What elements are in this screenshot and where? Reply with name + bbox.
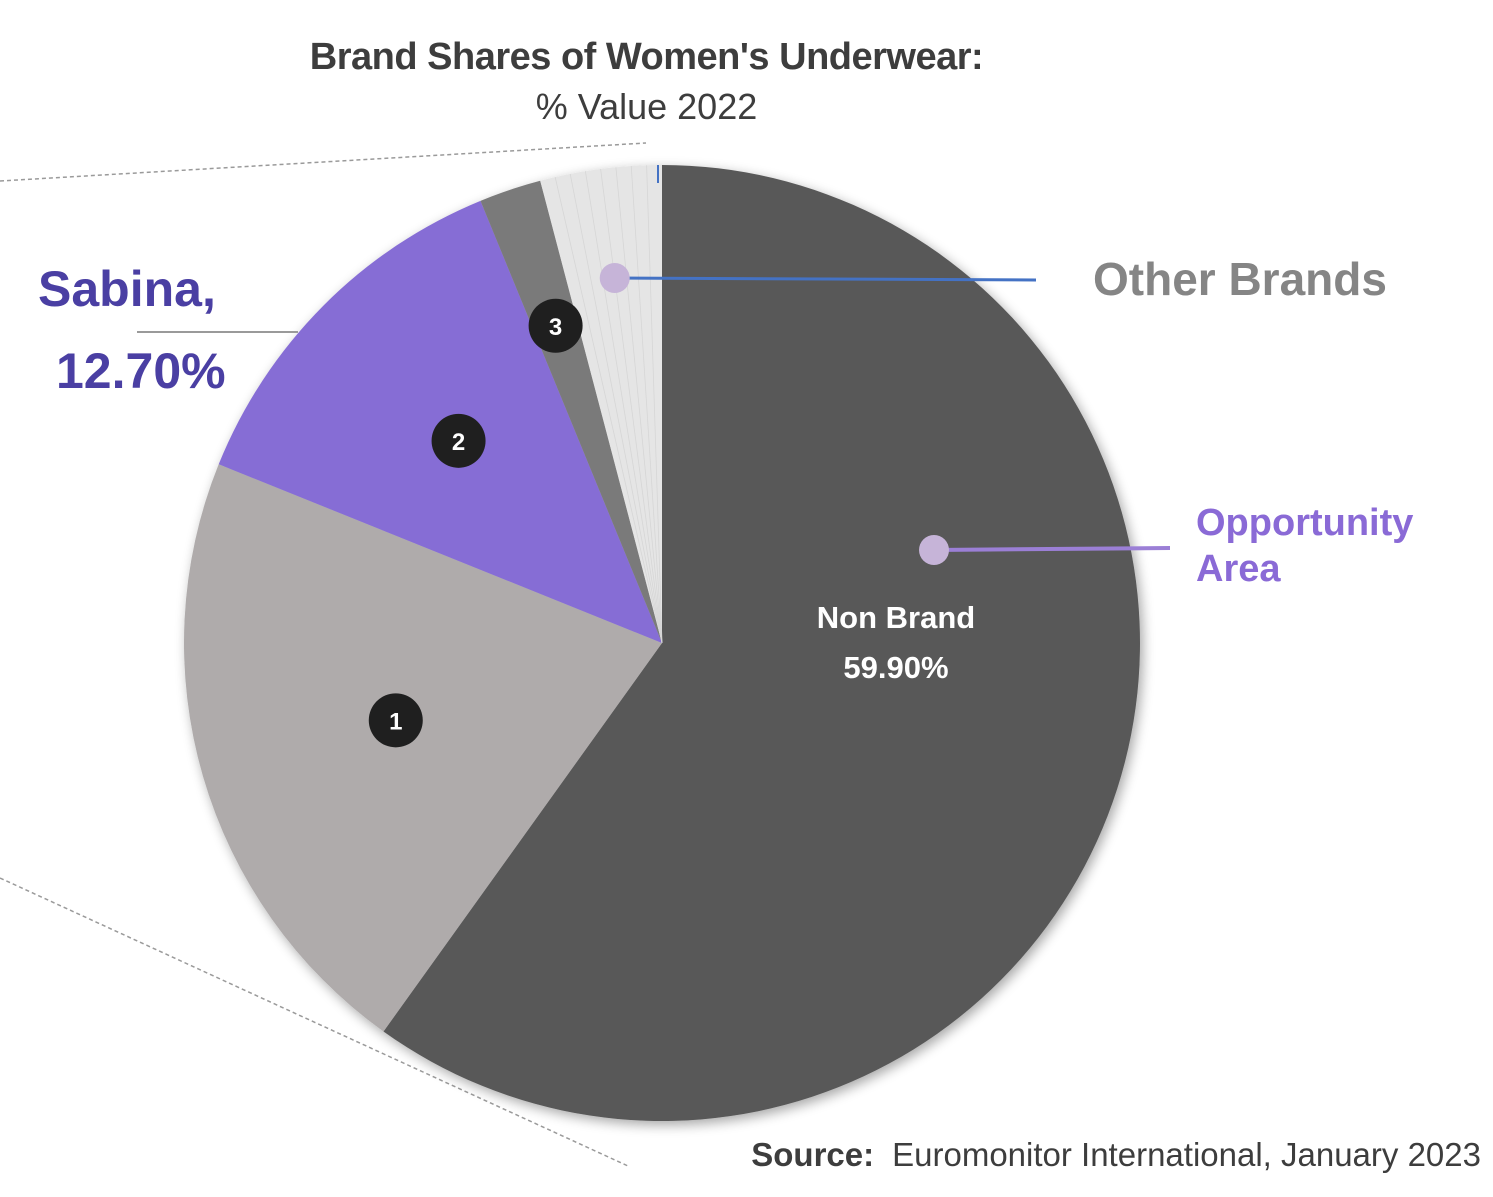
badge-label-1: 1: [389, 708, 402, 735]
zoom-guide-bottom: [0, 877, 629, 1167]
badge-1: [368, 693, 423, 748]
badge-label-2: 2: [452, 429, 465, 456]
nonbrand-name-label: Non Brand: [816, 600, 976, 635]
badge-2: [431, 413, 486, 468]
other-brands-stripe: [569, 173, 663, 644]
other-brands-stripe: [584, 171, 663, 644]
sabina-value-label: 12.70%: [56, 343, 226, 399]
other-brands-leader-line: [614, 276, 1037, 282]
source-note: Source: Euromonitor International, Januar…: [751, 1136, 1481, 1174]
badge-3: [528, 298, 583, 353]
other-brands-stripe: [630, 165, 663, 644]
pie-slice-3: [480, 180, 662, 643]
source-text: Euromonitor International, January 2023: [892, 1136, 1481, 1173]
badge-label-3: 3: [549, 314, 562, 341]
pie-slice-other-brands: [540, 165, 662, 643]
chart-subtitle: % Value 2022: [535, 86, 758, 127]
opportunity-leader-line: [933, 546, 1171, 552]
nonbrand-value-label: 59.90%: [843, 650, 949, 685]
other-brands-stripe: [615, 167, 663, 644]
sabina-annotation: Sabina, 12.70%: [38, 248, 226, 412]
chart-title: Brand Shares of Women's Underwear:: [309, 36, 984, 78]
sabina-name-label: Sabina,: [38, 261, 216, 317]
other-brands-stripe: [646, 165, 663, 644]
opportunity-line1: Opportunity: [1196, 502, 1414, 544]
opportunity-line2: Area: [1196, 548, 1281, 590]
source-label: Source:: [751, 1136, 875, 1173]
other-brands-stripe: [554, 177, 663, 644]
other-brands-stripe: [600, 168, 663, 644]
zoom-guide-top: [0, 142, 647, 182]
other-brands-label: Other Brands: [1093, 253, 1387, 305]
pie-slice-1: [183, 464, 662, 1032]
other-brands-marker: [599, 262, 630, 293]
opportunity-marker: [919, 535, 949, 565]
pie-slice-non-brand: [383, 165, 1141, 1121]
opportunity-area-label: Opportunity Area: [1196, 500, 1413, 592]
